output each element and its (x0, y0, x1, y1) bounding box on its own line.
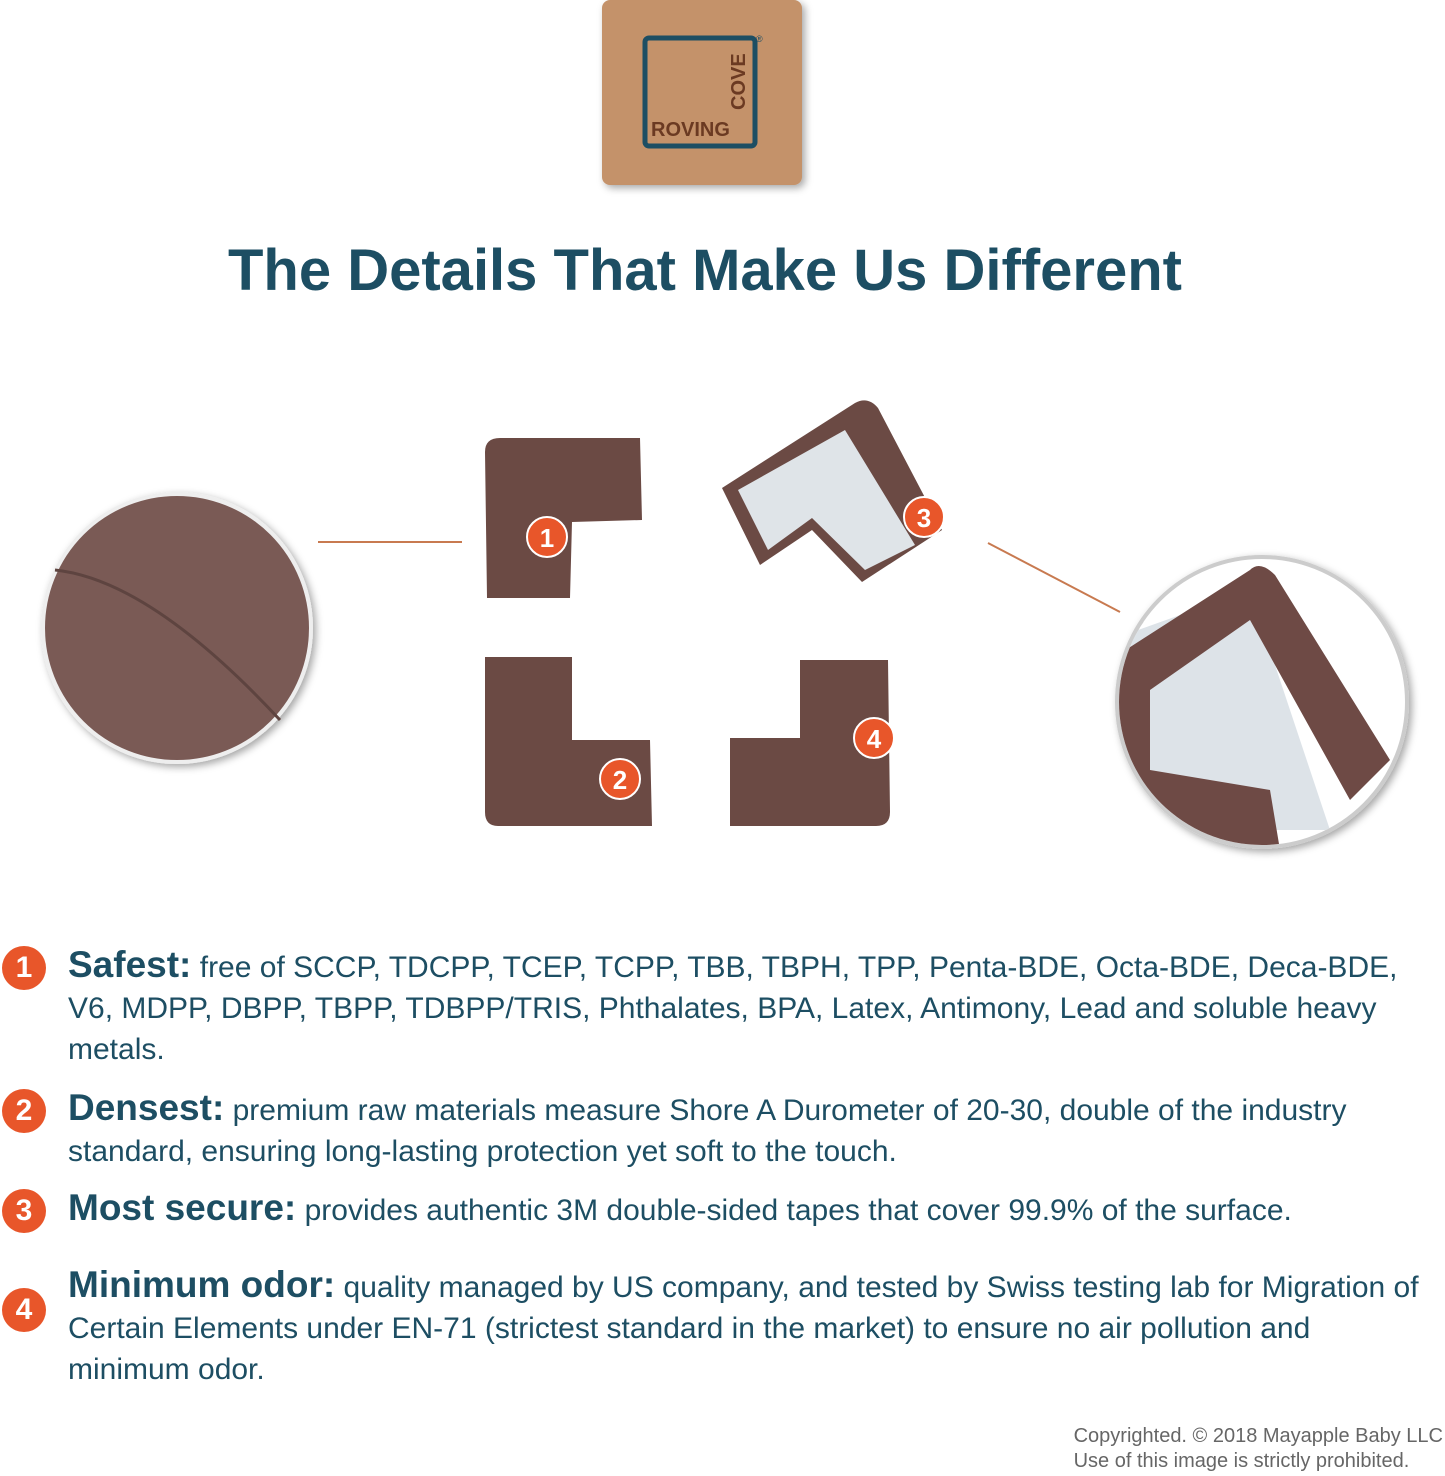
badge-number: 2 (613, 765, 627, 795)
pointer (987, 542, 1121, 613)
logo-word: COVE (728, 53, 750, 110)
graphics: ROVING COVE ® The Details That Make Us D… (41, 0, 1409, 849)
feature-text: Minimum odor: quality managed by US comp… (68, 1264, 1438, 1390)
feature-number: 2 (2, 1089, 46, 1133)
feature-body: quality managed by US company, and teste… (68, 1271, 1419, 1386)
corner-piece (485, 438, 642, 598)
corner-piece (730, 660, 890, 826)
badge (853, 717, 895, 759)
feature-text: Safest: free of SCCP, TDCPP, TCEP, TCPP,… (68, 944, 1438, 1070)
feature-heading: Safest: (68, 944, 192, 985)
copyright-line: Copyrighted. © 2018 Mayapple Baby LLC (1073, 1425, 1443, 1447)
corner-piece (485, 657, 652, 826)
badge (599, 758, 641, 800)
copyright: Copyrighted. © 2018 Mayapple Baby LLC Use… (1074, 1424, 1443, 1474)
feature-heading: Most secure: (68, 1187, 297, 1228)
feature-number: 4 (2, 1288, 46, 1332)
feature-text: Most secure: provides authentic 3M doubl… (68, 1187, 1438, 1231)
copyright-line: Use of this image is strictly prohibited… (1073, 1450, 1410, 1472)
logo-box (602, 0, 802, 185)
badge (903, 496, 945, 538)
logo-word: ROVING (651, 119, 730, 141)
badge (526, 516, 568, 558)
feature-text: Densest: premium raw materials measure S… (68, 1087, 1438, 1172)
logo-mark: ® (756, 34, 763, 44)
feature-heading: Minimum odor: (68, 1264, 336, 1305)
feature-body: premium raw materials measure Shore A Du… (68, 1094, 1347, 1168)
zoom-left (41, 492, 313, 764)
seam (54, 568, 282, 722)
badge-number: 3 (917, 503, 931, 533)
title: The Details That Make Us Different (228, 238, 1182, 303)
zoom-content (1119, 566, 1390, 845)
feature-number: 1 (2, 946, 46, 990)
badge-number: 1 (540, 523, 554, 553)
tape (738, 430, 915, 570)
feature-body: provides authentic 3M double-sided tapes… (304, 1194, 1292, 1227)
badge-number: 4 (867, 724, 882, 754)
feature-heading: Densest: (68, 1087, 225, 1128)
logo-frame (642, 35, 758, 149)
feature-number: 3 (2, 1189, 46, 1233)
feature-body: free of SCCP, TDCPP, TCEP, TCPP, TBB, TB… (68, 951, 1398, 1066)
